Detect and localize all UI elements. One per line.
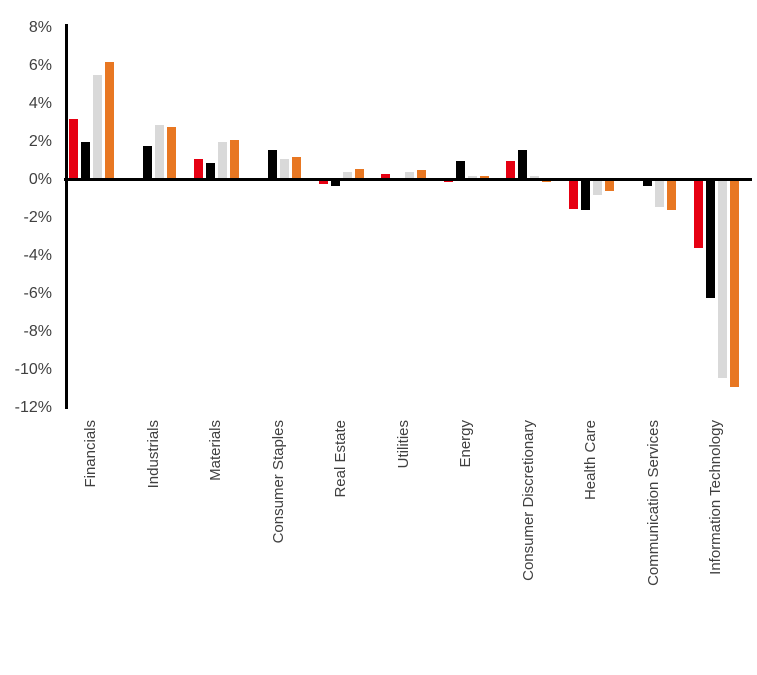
bar-communication-services-black-series bbox=[643, 180, 652, 186]
x-category-label-financials: Financials bbox=[82, 420, 99, 488]
bar-financials-black-series bbox=[80, 142, 90, 180]
bar-materials-black-series bbox=[205, 163, 215, 180]
bar-energy-black-series bbox=[455, 161, 465, 180]
bar-materials-red-series bbox=[193, 159, 203, 180]
bar-consumer-staples-orange-series bbox=[292, 157, 301, 180]
bar-industrials-gray-series bbox=[155, 125, 164, 180]
bar-communication-services-orange-series bbox=[667, 180, 676, 210]
x-category-label-materials: Materials bbox=[207, 420, 224, 481]
bar-industrials-orange-series bbox=[167, 127, 176, 180]
bar-financials-gray-series bbox=[92, 75, 102, 180]
x-category-label-industrials: Industrials bbox=[144, 420, 162, 489]
y-tick-label-6-: 6% bbox=[28, 57, 52, 74]
bar-consumer-staples-gray-series bbox=[280, 159, 289, 180]
x-category-label-utilities: Utilities bbox=[394, 420, 412, 469]
bar-communication-services-gray-series bbox=[655, 180, 664, 207]
bar-consumer-staples-black-series bbox=[268, 150, 277, 180]
bar-energy-red-series bbox=[443, 180, 453, 182]
bar-consumer-discretionary-red-series bbox=[506, 161, 515, 180]
bar-real-estate-red-series bbox=[318, 180, 328, 184]
y-axis-line bbox=[65, 24, 68, 409]
y-tick-label--4-: -4% bbox=[23, 247, 52, 264]
y-tick-label-0-: 0% bbox=[28, 171, 52, 188]
bar-health-care-black-series bbox=[580, 180, 590, 210]
bar-materials-gray-series bbox=[217, 142, 227, 180]
bar-utilities-gray-series bbox=[405, 172, 414, 180]
bar-industrials-black-series bbox=[143, 146, 152, 180]
x-category-label-consumer-staples: Consumer Staples bbox=[269, 420, 287, 544]
bar-information-technology-orange-series bbox=[729, 180, 739, 387]
y-tick-label--2-: -2% bbox=[23, 209, 52, 226]
bar-information-technology-gray-series bbox=[717, 180, 727, 378]
bar-real-estate-orange-series bbox=[354, 169, 364, 180]
bar-utilities-orange-series bbox=[417, 170, 426, 180]
y-tick-label-8-: 8% bbox=[28, 19, 52, 36]
x-category-label-real-estate: Real Estate bbox=[332, 420, 349, 498]
y-tick-label--8-: -8% bbox=[23, 323, 52, 340]
bar-financials-red-series bbox=[68, 119, 78, 180]
y-tick-label--6-: -6% bbox=[23, 285, 52, 302]
bar-health-care-orange-series bbox=[604, 180, 614, 191]
bar-health-care-red-series bbox=[568, 180, 578, 209]
x-category-label-energy: Energy bbox=[457, 420, 474, 468]
x-category-label-consumer-discretionary: Consumer Discretionary bbox=[519, 420, 537, 581]
x-category-label-communication-services: Communication Services bbox=[644, 420, 662, 586]
x-category-label-health-care: Health Care bbox=[582, 420, 599, 501]
bar-information-technology-black-series bbox=[705, 180, 715, 298]
bar-utilities-red-series bbox=[381, 174, 390, 180]
y-tick-label--12-: -12% bbox=[14, 399, 52, 416]
y-tick-label-4-: 4% bbox=[28, 95, 52, 112]
x-axis-zero-line bbox=[64, 178, 752, 181]
bar-materials-orange-series bbox=[229, 140, 239, 180]
bar-financials-orange-series bbox=[104, 62, 114, 180]
bar-health-care-gray-series bbox=[592, 180, 602, 195]
bar-consumer-discretionary-black-series bbox=[518, 150, 527, 180]
bar-real-estate-black-series bbox=[330, 180, 340, 186]
x-category-label-information-technology: Information Technology bbox=[707, 420, 724, 575]
bar-information-technology-red-series bbox=[693, 180, 703, 248]
y-tick-label-2-: 2% bbox=[28, 133, 52, 150]
y-tick-label--10-: -10% bbox=[14, 361, 52, 378]
bar-consumer-discretionary-orange-series bbox=[542, 180, 551, 182]
bar-real-estate-gray-series bbox=[342, 172, 352, 180]
